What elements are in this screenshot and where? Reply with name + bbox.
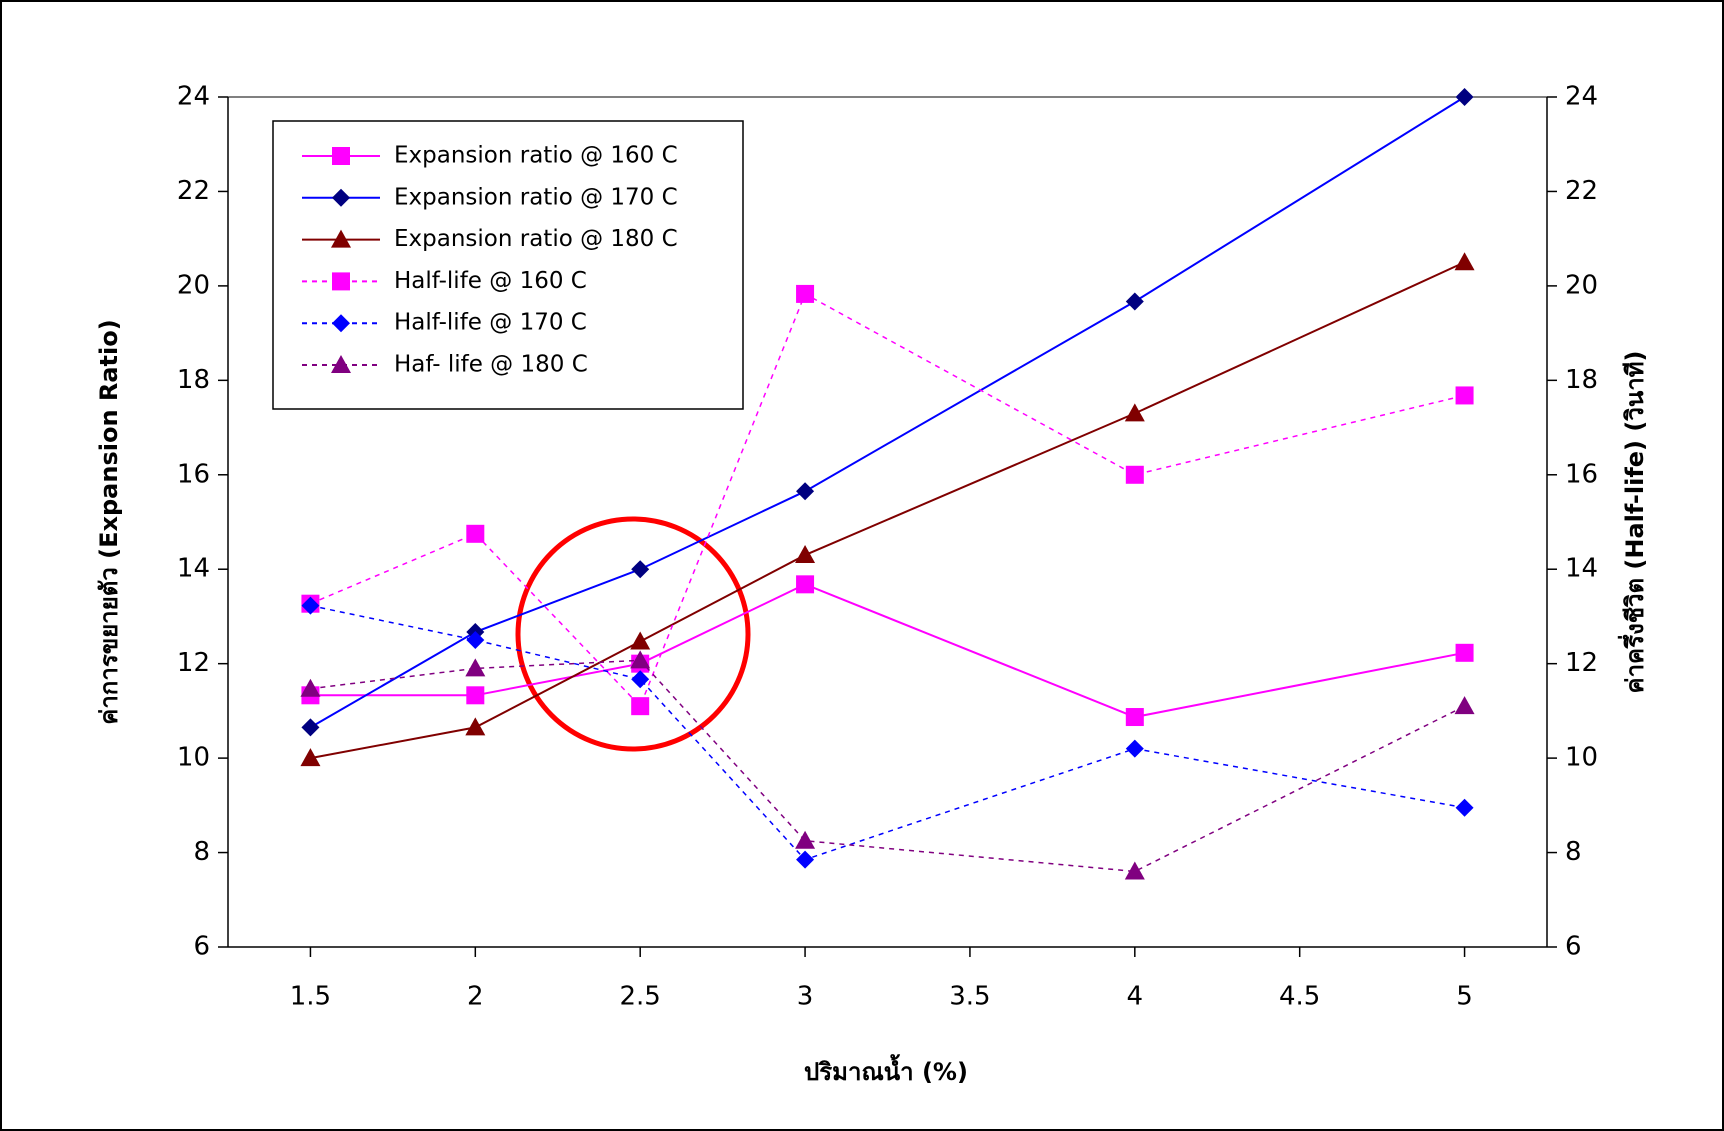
series-line <box>310 659 1465 873</box>
marker <box>465 658 486 677</box>
y2-tick-label: 22 <box>1565 176 1598 206</box>
x-tick-label: 2 <box>467 982 484 1012</box>
y-tick-label: 8 <box>193 837 210 867</box>
marker <box>1125 739 1144 758</box>
marker <box>465 717 486 736</box>
y-tick-label: 10 <box>177 743 210 773</box>
marker <box>300 748 321 767</box>
y-tick-label: 20 <box>177 270 210 300</box>
marker <box>332 314 350 333</box>
marker <box>630 631 651 650</box>
marker <box>630 650 651 669</box>
marker <box>466 524 485 543</box>
marker <box>1454 252 1475 271</box>
marker <box>796 850 815 869</box>
x-tick-label: 4.5 <box>1279 982 1320 1012</box>
marker <box>1125 292 1144 311</box>
marker <box>332 272 350 291</box>
y-tick-label: 24 <box>177 82 210 112</box>
y2-tick-label: 16 <box>1565 459 1598 489</box>
x-tick-label: 3 <box>797 982 814 1012</box>
marker <box>301 718 320 737</box>
marker <box>796 284 815 303</box>
y-tick-label: 14 <box>177 554 210 584</box>
series-line <box>310 292 1465 708</box>
y-axis-label: ค่าการขยายตัว (Expansion Ratio) <box>95 319 123 724</box>
marker <box>1455 88 1474 106</box>
x-tick-label: 5 <box>1456 982 1473 1012</box>
marker <box>631 670 650 689</box>
marker <box>466 686 485 705</box>
marker <box>301 596 320 615</box>
x-tick-label: 4 <box>1127 982 1144 1012</box>
y2-tick-label: 14 <box>1565 554 1598 584</box>
marker <box>1124 861 1145 880</box>
y2-tick-label: 6 <box>1565 932 1582 962</box>
marker <box>331 229 351 248</box>
marker <box>1455 643 1474 662</box>
marker <box>1455 798 1474 817</box>
marker <box>631 697 650 716</box>
y-tick-label: 16 <box>177 459 210 489</box>
x-tick-label: 3.5 <box>949 982 990 1012</box>
y-tick-label: 22 <box>177 176 210 206</box>
y2-tick-label: 20 <box>1565 270 1598 300</box>
marker <box>631 560 650 579</box>
y2-tick-label: 12 <box>1565 648 1598 678</box>
series-line <box>310 583 1465 719</box>
x-axis-label: ปริมาณน้ำ (%) <box>804 1053 968 1086</box>
y-tick-label: 12 <box>177 648 210 678</box>
series-line <box>310 604 1465 861</box>
x-tick-label: 2.5 <box>620 982 661 1012</box>
marker <box>1455 386 1474 405</box>
legend-label: Half-life @ 170 C <box>394 310 587 336</box>
marker <box>1124 403 1145 422</box>
y-tick-label: 6 <box>193 932 210 962</box>
highlight-circle <box>515 516 751 752</box>
legend-box <box>272 120 744 410</box>
y2-tick-label: 18 <box>1565 365 1598 395</box>
marker <box>1125 708 1144 727</box>
marker <box>1125 465 1144 484</box>
marker <box>300 678 321 697</box>
legend-label: Haf- life @ 180 C <box>394 352 588 378</box>
legend-label: Half-life @ 160 C <box>394 268 587 294</box>
y2-tick-label: 8 <box>1565 837 1582 867</box>
marker <box>795 545 816 564</box>
y2-tick-label: 24 <box>1565 82 1598 112</box>
marker <box>331 355 351 373</box>
legend-label: Expansion ratio @ 160 C <box>394 143 678 169</box>
marker <box>796 482 815 501</box>
marker <box>795 830 816 849</box>
x-tick-label: 1.5 <box>290 982 331 1012</box>
legend-label: Expansion ratio @ 180 C <box>394 226 678 252</box>
y2-tick-label: 10 <box>1565 743 1598 773</box>
series-line <box>309 96 1466 729</box>
y-tick-label: 18 <box>177 365 210 395</box>
legend-label: Expansion ratio @ 170 C <box>394 184 678 210</box>
marker <box>1454 696 1475 715</box>
marker <box>332 188 350 207</box>
y2-axis-label: ค่าครึ่งชีวิต (Half-life) (วินาที) <box>1617 351 1649 694</box>
marker <box>466 631 485 650</box>
series-line <box>310 261 1465 760</box>
marker <box>332 147 350 165</box>
marker <box>796 575 815 594</box>
